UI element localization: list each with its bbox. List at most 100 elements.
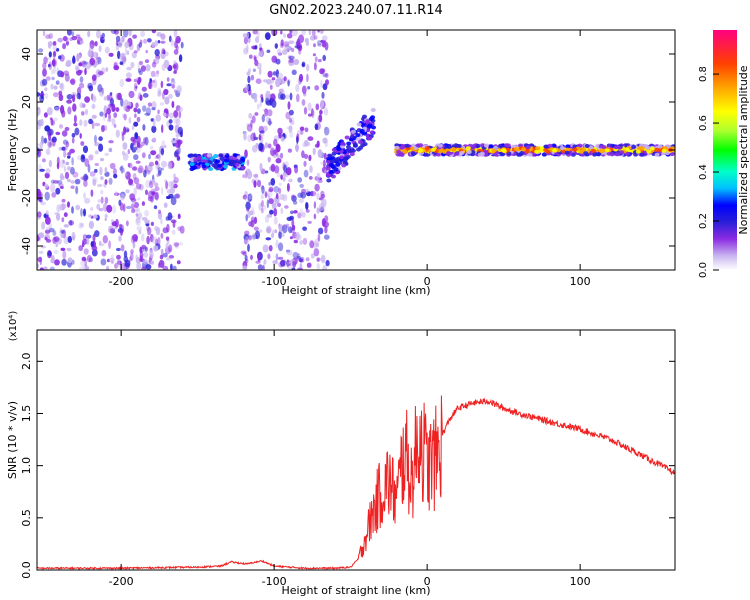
spectrogram-cell xyxy=(37,107,41,116)
spectrogram-cell xyxy=(213,154,219,158)
spectrogram-cell xyxy=(164,96,170,105)
spectrogram-cell xyxy=(136,262,142,270)
spectrogram-cell xyxy=(282,194,288,202)
spectrogram-cell xyxy=(278,261,284,268)
spectrogram-cell xyxy=(318,203,325,212)
spectrogram-cell xyxy=(158,259,165,268)
spectrogram-cell xyxy=(159,254,164,260)
spectrogram-cell xyxy=(166,257,171,261)
spectrogram-cell xyxy=(115,219,119,228)
spectrogram-cell xyxy=(160,80,164,89)
spectrogram-xtick-label: 0 xyxy=(424,275,431,288)
spectrogram-cell xyxy=(324,225,328,234)
spectrogram-cell xyxy=(155,114,161,122)
spectrogram-cell xyxy=(88,154,94,161)
spectrogram-cell xyxy=(132,34,138,39)
spectrogram-cell xyxy=(72,171,79,178)
spectrogram-cell xyxy=(438,143,443,148)
spectrogram-cell xyxy=(88,85,94,92)
spectrogram-cell xyxy=(106,204,113,213)
spectrogram-cell xyxy=(324,215,329,223)
spectrogram-cell xyxy=(61,110,66,118)
spectrogram-cell xyxy=(614,152,620,157)
spectrogram-cell xyxy=(81,256,87,262)
spectrogram-cell xyxy=(120,97,124,107)
spectrogram-cell xyxy=(115,107,120,112)
spectrogram-cell xyxy=(101,32,106,39)
spectrogram-cell xyxy=(101,125,105,133)
spectrogram-cell xyxy=(470,150,476,154)
spectrogram-cell xyxy=(39,198,43,203)
spectrogram-cell xyxy=(122,203,126,213)
spectrogram-cell xyxy=(53,92,59,98)
spectrogram-cell xyxy=(56,204,61,213)
spectrogram-cell xyxy=(299,262,303,269)
spectrogram-cell xyxy=(160,187,164,195)
spectrogram-cell xyxy=(255,36,260,43)
spectrogram-cell xyxy=(288,117,292,123)
spectrogram-cell xyxy=(258,125,264,134)
spectrogram-cell xyxy=(144,59,150,63)
spectrogram-cell xyxy=(269,84,273,90)
spectrogram-cell xyxy=(135,160,141,164)
spectrogram-cell xyxy=(399,152,405,157)
spectrogram-cell xyxy=(62,250,67,260)
spectrogram-cell xyxy=(165,180,169,190)
spectrogram-cell xyxy=(145,107,152,116)
spectrogram-cell xyxy=(124,41,130,48)
spectrogram-cell xyxy=(137,63,141,70)
spectrogram-cell xyxy=(362,114,367,119)
spectrogram-cell xyxy=(44,183,49,188)
spectrogram-cell xyxy=(60,186,64,189)
spectrogram-cell xyxy=(84,109,89,115)
spectrogram-cell xyxy=(57,179,63,185)
spectrogram-cell xyxy=(280,174,283,180)
spectrogram-cell xyxy=(262,113,269,117)
spectrogram-cell xyxy=(160,40,166,44)
spectrogram-cell xyxy=(60,175,65,180)
spectrogram-cell xyxy=(59,159,66,168)
spectrogram-cell xyxy=(277,256,284,260)
spectrogram-cell xyxy=(51,58,58,68)
spectrogram-cell xyxy=(88,44,95,49)
spectrogram-cell xyxy=(151,30,157,34)
spectrogram-cell xyxy=(81,111,85,116)
spectrogram-cell xyxy=(94,168,98,173)
spectrogram-cell xyxy=(267,70,273,78)
spectrogram-cell xyxy=(313,248,320,257)
spectrogram-cell xyxy=(215,159,221,164)
spectrogram-cell xyxy=(277,48,282,55)
spectrogram-cell xyxy=(288,109,294,116)
spectrogram-cell xyxy=(251,232,257,241)
spectrogram-cell xyxy=(169,186,176,194)
spectrogram-xtick-label: -100 xyxy=(262,275,287,288)
spectrogram-cell xyxy=(149,233,154,243)
spectrogram-cell xyxy=(104,196,109,204)
spectrogram-cell xyxy=(319,110,323,115)
spectrogram-cell xyxy=(61,217,65,223)
spectrogram-cell xyxy=(91,245,98,251)
spectrogram-cell xyxy=(305,257,310,262)
spectrogram-cell xyxy=(83,208,86,217)
spectrogram-cell xyxy=(113,112,118,118)
spectrogram-cell xyxy=(255,260,261,264)
spectrogram-cell xyxy=(79,76,84,83)
spectrogram-cell xyxy=(320,194,326,199)
spectrogram-cell xyxy=(139,94,143,101)
spectrogram-cell xyxy=(298,48,302,55)
spectrogram-cell xyxy=(146,164,153,173)
spectrogram-cell xyxy=(149,181,154,189)
spectrogram-cell xyxy=(104,46,110,54)
spectrogram-cell xyxy=(123,113,127,121)
spectrogram-cell xyxy=(277,127,283,135)
spectrogram-cell xyxy=(245,201,251,210)
spectrogram-cell xyxy=(120,165,124,174)
spectrogram-cell xyxy=(324,41,329,51)
spectrogram-cell xyxy=(306,73,309,83)
spectrogram-cell xyxy=(136,216,140,224)
spectrogram-cell xyxy=(38,48,44,53)
spectrogram-xlabel: Height of straight line (km) xyxy=(281,284,430,297)
spectrogram-cell xyxy=(263,259,267,265)
spectrogram-cell xyxy=(430,147,436,152)
spectrogram-cell xyxy=(280,93,286,100)
